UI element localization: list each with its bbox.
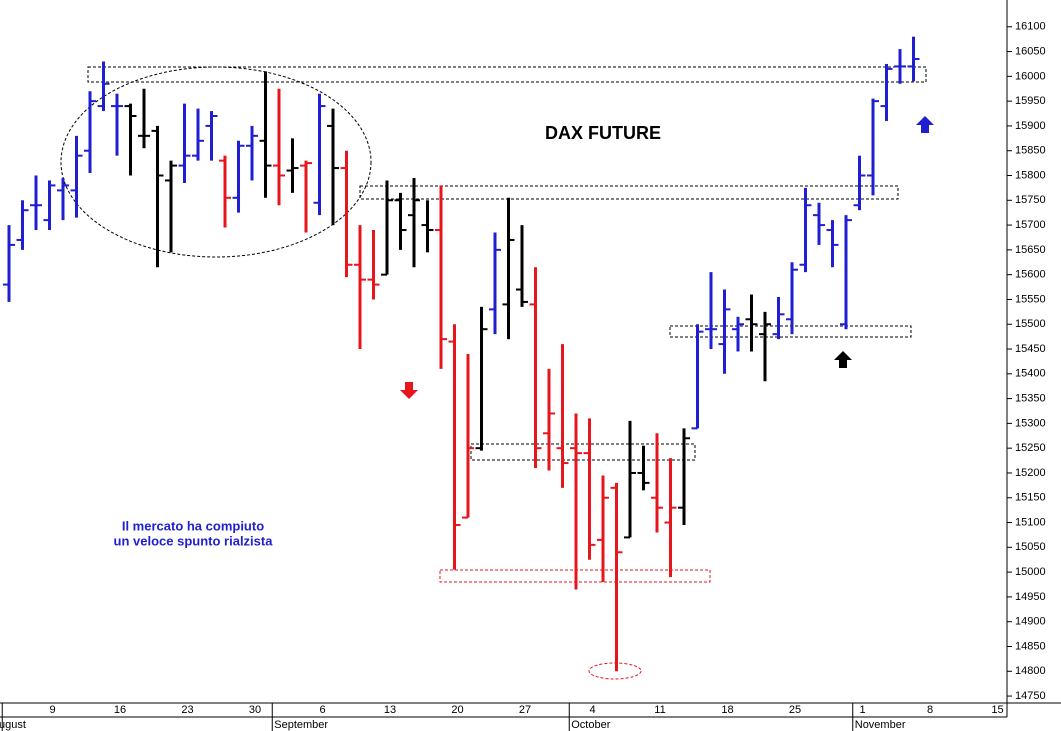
x-tick-label: 15 bbox=[991, 704, 1003, 716]
y-tick-label: 15400 bbox=[1015, 368, 1046, 380]
resistance-zone bbox=[87, 66, 927, 83]
y-tick-label: 15500 bbox=[1015, 318, 1046, 330]
y-tick-label: 15800 bbox=[1015, 169, 1046, 181]
y-tick-label: 14900 bbox=[1015, 616, 1046, 628]
x-tick-label: 18 bbox=[721, 704, 733, 716]
x-tick-label: 1 bbox=[859, 704, 865, 716]
y-tick-label: 16050 bbox=[1015, 45, 1046, 57]
y-tick-label: 14750 bbox=[1015, 690, 1046, 702]
annotation: Il mercato ha compiuto bbox=[122, 518, 264, 533]
y-tick-label: 15300 bbox=[1015, 417, 1046, 429]
chart-title: DAX FUTURE bbox=[545, 123, 661, 143]
y-tick-label: 16000 bbox=[1015, 70, 1046, 82]
up-arrow bbox=[834, 351, 852, 368]
month-label: October bbox=[571, 719, 610, 731]
y-tick-label: 16100 bbox=[1015, 21, 1046, 33]
y-tick-label: 15000 bbox=[1015, 566, 1046, 578]
y-tick-label: 15650 bbox=[1015, 244, 1046, 256]
x-tick-label: 9 bbox=[49, 704, 55, 716]
y-tick-label: 15900 bbox=[1015, 120, 1046, 132]
x-tick-label: 6 bbox=[319, 704, 325, 716]
y-tick-label: 15050 bbox=[1015, 541, 1046, 553]
y-tick-label: 15850 bbox=[1015, 145, 1046, 157]
x-tick-label: 27 bbox=[519, 704, 531, 716]
y-tick-label: 15200 bbox=[1015, 467, 1046, 479]
y-tick-label: 15450 bbox=[1015, 343, 1046, 355]
up-arrow bbox=[916, 116, 934, 133]
month-label: ugust bbox=[0, 719, 26, 731]
y-tick-label: 15550 bbox=[1015, 293, 1046, 305]
x-tick-label: 16 bbox=[114, 704, 126, 716]
month-label: September bbox=[274, 719, 328, 731]
resistance-zone bbox=[359, 185, 899, 200]
y-tick-label: 15100 bbox=[1015, 516, 1046, 528]
x-tick-label: 13 bbox=[384, 704, 396, 716]
y-tick-label: 15950 bbox=[1015, 95, 1046, 107]
x-tick-label: 4 bbox=[589, 704, 595, 716]
y-tick-label: 14800 bbox=[1015, 665, 1046, 677]
y-tick-label: 15150 bbox=[1015, 492, 1046, 504]
y-tick-label: 15700 bbox=[1015, 219, 1046, 231]
y-tick-label: 15600 bbox=[1015, 269, 1046, 281]
x-tick-label: 30 bbox=[249, 704, 261, 716]
x-tick-label: 8 bbox=[927, 704, 933, 716]
y-tick-label: 15250 bbox=[1015, 442, 1046, 454]
y-tick-label: 14850 bbox=[1015, 640, 1046, 652]
down-arrow bbox=[400, 382, 418, 399]
x-tick-label: 11 bbox=[654, 704, 665, 716]
y-tick-label: 15750 bbox=[1015, 194, 1046, 206]
x-tick-label: 23 bbox=[181, 704, 193, 716]
congestion-ellipse bbox=[60, 66, 372, 258]
x-tick-label: 20 bbox=[451, 704, 463, 716]
month-label: November bbox=[855, 719, 906, 731]
y-tick-label: 15350 bbox=[1015, 393, 1046, 405]
support-zone bbox=[470, 443, 696, 461]
annotation: un veloce spunto rialzista bbox=[114, 533, 274, 548]
y-tick-label: 14950 bbox=[1015, 591, 1046, 603]
x-tick-label: 25 bbox=[789, 704, 801, 716]
